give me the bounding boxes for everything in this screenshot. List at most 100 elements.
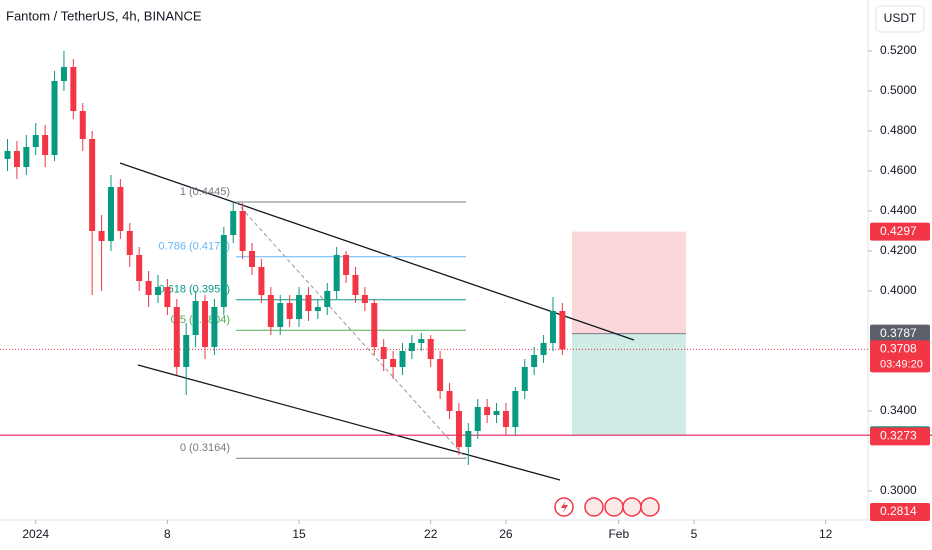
x-tick-label: 8 <box>164 527 171 541</box>
candle-body <box>343 255 350 275</box>
y-tick-label: 0.3000 <box>880 483 917 497</box>
y-tick-label: 0.5200 <box>880 43 917 57</box>
candle-body <box>13 151 20 167</box>
price-tag <box>870 324 930 343</box>
candle-body <box>493 411 500 415</box>
x-tick-label: 15 <box>292 527 306 541</box>
currency-label: USDT <box>884 11 917 25</box>
candle-body <box>437 359 444 391</box>
y-tick-label: 0.4000 <box>880 283 917 297</box>
candle-body <box>559 311 566 350</box>
candle-body <box>192 301 199 335</box>
candle-body <box>427 339 434 359</box>
y-tick-label: 0.4600 <box>880 163 917 177</box>
price-tag <box>870 340 930 373</box>
candle-body <box>220 235 227 307</box>
candle-body <box>107 187 114 241</box>
candle-body <box>51 81 58 155</box>
candle-body <box>60 67 67 81</box>
candle-body <box>32 135 39 147</box>
fib-label: 1 (0.4445) <box>180 186 230 198</box>
x-tick-label: Feb <box>608 527 629 541</box>
event-flag[interactable] <box>640 497 660 517</box>
candle-body <box>418 339 425 343</box>
candle-body <box>361 295 368 303</box>
candle-body <box>455 411 462 447</box>
event-flag[interactable] <box>622 497 642 517</box>
candle-body <box>239 211 246 251</box>
candle-body <box>267 295 274 327</box>
candle-body <box>23 147 30 167</box>
candle-body <box>502 411 509 427</box>
candle-body <box>314 307 321 311</box>
candle-body <box>79 111 86 139</box>
price-tag-label: 0.2814 <box>880 504 917 518</box>
candle-body <box>540 343 547 355</box>
countdown: 03:49:20 <box>880 358 923 370</box>
position-layer <box>572 231 686 436</box>
candle-body <box>549 311 556 343</box>
candle-body <box>249 251 256 267</box>
price-tag-label: 0.3787 <box>880 326 917 340</box>
fib-label: 0.618 (0.3956) <box>158 284 230 296</box>
candle-body <box>408 343 415 351</box>
y-tick-label: 0.5000 <box>880 83 917 97</box>
candle-body <box>70 67 77 111</box>
x-tick-label: 26 <box>499 527 513 541</box>
price-tag-label: 0.3708 <box>880 342 917 356</box>
position-target-zone <box>572 231 686 334</box>
candle-body <box>474 407 481 431</box>
candle-body <box>305 295 312 311</box>
candle-body <box>98 231 105 241</box>
candle-body <box>324 291 331 307</box>
x-tick-label: 5 <box>691 527 698 541</box>
event-icons <box>554 497 660 517</box>
candle-body <box>164 287 171 307</box>
axes: 0.5200 0.5000 0.4800 0.4600 0.4400 0.4200 0.40… <box>22 43 930 541</box>
price-tag <box>870 222 930 241</box>
price-tag-label: 0.3273 <box>880 429 917 443</box>
candle-body <box>296 295 303 319</box>
candle-body <box>390 359 397 367</box>
y-tick-label: 0.3400 <box>880 403 917 417</box>
trendline-upper <box>119 162 635 341</box>
candle-body <box>211 307 218 347</box>
candle-body <box>371 303 378 347</box>
candle-body <box>230 211 237 235</box>
candle-body <box>136 255 143 281</box>
price-tag <box>870 503 930 521</box>
candle-body <box>277 303 284 327</box>
y-tick-label: 0.4800 <box>880 123 917 137</box>
candle-body <box>446 391 453 411</box>
candle-body <box>202 301 209 347</box>
candle-body <box>4 151 11 159</box>
x-tick-label: 12 <box>819 527 833 541</box>
candle-body <box>286 303 293 319</box>
y-tick-label: 0.4400 <box>880 203 917 217</box>
currency-button[interactable] <box>875 5 925 33</box>
chart-title: Fantom / TetherUS, 4h, BINANCE <box>6 8 202 23</box>
y-tick-label: 0.4200 <box>880 243 917 257</box>
candle-body <box>258 267 265 295</box>
candle-body <box>531 355 538 367</box>
event-flag[interactable] <box>604 497 624 517</box>
candle-body <box>117 187 124 231</box>
candle-body <box>512 391 519 427</box>
candle-body <box>399 351 406 367</box>
candle-body <box>352 275 359 295</box>
candle-body <box>126 231 133 255</box>
candle-body <box>465 431 472 447</box>
lightning <box>561 500 568 514</box>
candle-body <box>145 281 152 295</box>
candles <box>4 51 566 465</box>
x-tick-label: 22 <box>424 527 438 541</box>
candle-body <box>89 139 96 231</box>
price-tag <box>870 427 930 446</box>
candle-body <box>154 287 161 295</box>
x-tick-label: 2024 <box>22 527 49 541</box>
candle-body <box>380 347 387 359</box>
event-flag[interactable] <box>584 497 604 517</box>
fib-trend <box>235 201 467 459</box>
